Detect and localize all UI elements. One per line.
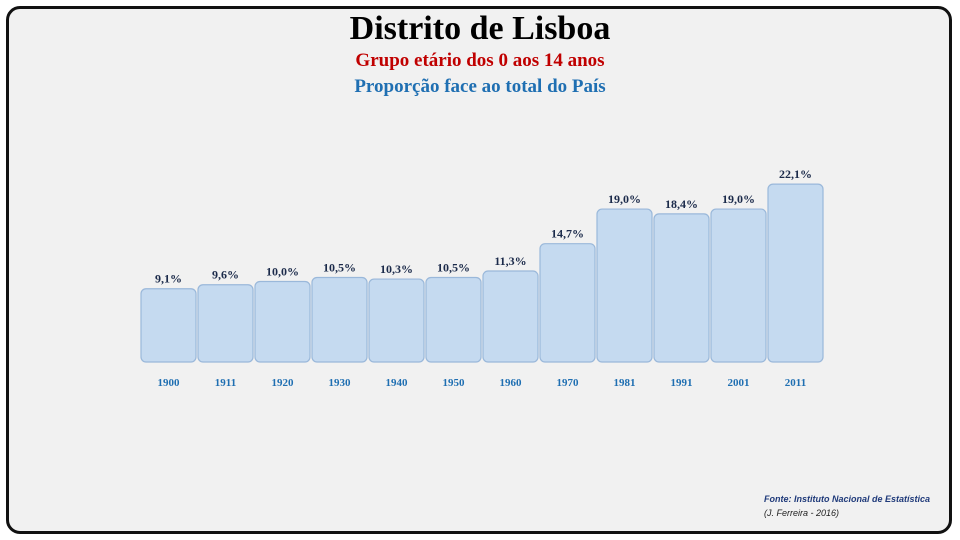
x-tick-label-1920: 1920 [272, 377, 295, 389]
bar-1960 [482, 270, 539, 363]
value-label-1900: 9,1% [155, 272, 182, 286]
bar-2011 [767, 183, 824, 363]
chart-subtitle: Grupo etário dos 0 aos 14 anos [355, 50, 605, 71]
x-tick-label-1970: 1970 [557, 377, 580, 389]
x-tick-label-1981: 1981 [614, 377, 636, 389]
bar-1940 [368, 278, 425, 363]
chart-subtitle-2: Proporção face ao total do País [354, 76, 606, 97]
x-tick-label-2011: 2011 [785, 377, 806, 389]
x-tick-label-2001: 2001 [728, 377, 750, 389]
value-label-1970: 14,7% [551, 227, 584, 241]
bar-1950 [425, 276, 482, 363]
x-tick-label-1940: 1940 [386, 377, 409, 389]
x-tick-label-1930: 1930 [329, 377, 352, 389]
bar-1981 [596, 208, 653, 363]
x-tick-label-1960: 1960 [500, 377, 523, 389]
value-label-1930: 10,5% [323, 260, 356, 274]
x-tick-label-1991: 1991 [671, 377, 693, 389]
value-label-1920: 10,0% [266, 265, 299, 279]
value-label-1981: 19,0% [608, 192, 641, 206]
value-label-1950: 10,5% [437, 260, 470, 274]
bar-1970 [539, 243, 596, 363]
bar-1900 [140, 288, 197, 363]
value-label-1911: 9,6% [212, 268, 239, 282]
author-note: (J. Ferreira - 2016) [764, 508, 840, 518]
value-label-2001: 19,0% [722, 192, 755, 206]
bar-1991 [653, 213, 710, 363]
bar-1930 [311, 276, 368, 363]
value-label-1940: 10,3% [380, 262, 413, 276]
value-label-2011: 22,1% [779, 167, 812, 181]
value-label-1991: 18,4% [665, 197, 698, 211]
x-tick-label-1900: 1900 [158, 377, 181, 389]
bar-1911 [197, 284, 254, 363]
chart-title: Distrito de Lisboa [349, 10, 611, 47]
x-tick-label-1950: 1950 [443, 377, 466, 389]
value-label-1960: 11,3% [494, 254, 526, 268]
source-note: Fonte: Instituto Nacional de Estatística [764, 494, 931, 504]
bar-2001 [710, 208, 767, 363]
x-tick-label-1911: 1911 [215, 377, 236, 389]
bar-1920 [254, 280, 311, 363]
